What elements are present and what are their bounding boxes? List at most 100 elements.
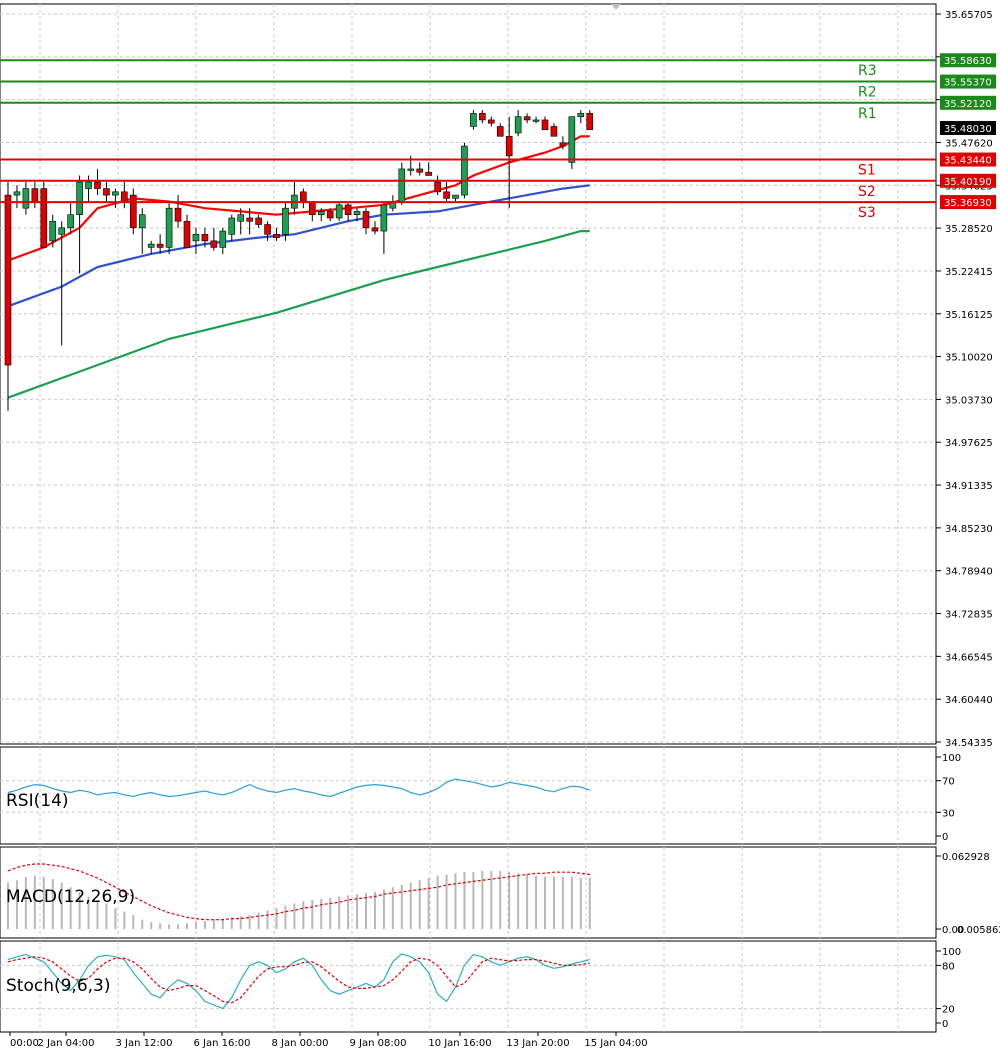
- candle: [58, 221, 66, 346]
- time-tick-label: 9 Jan 08:00: [350, 1038, 407, 1049]
- candle-body: [514, 116, 522, 134]
- rsi-panel[interactable]: 100 70 30 0 RSI(14): [0, 746, 961, 845]
- candle: [174, 195, 182, 228]
- macd-panel[interactable]: 0.062928 0.000.005862 MACD(12,26,9): [0, 846, 1000, 939]
- candle: [559, 136, 567, 150]
- time-tick-label: 8 Jan 00:00: [272, 1038, 329, 1049]
- candle: [317, 208, 325, 222]
- price-tick-label: 34.78940: [945, 567, 993, 578]
- candle: [273, 227, 280, 241]
- price-tick-label: 35.65705: [945, 10, 993, 21]
- time-tick-label: 6 Jan 16:00: [194, 1038, 251, 1049]
- level-name-s3: S3: [858, 205, 876, 221]
- main-grid: [0, 4, 936, 744]
- candle-body: [246, 217, 253, 222]
- candle-body: [317, 211, 325, 216]
- level-tag-box: [940, 53, 996, 68]
- candle: [416, 162, 424, 176]
- candle-body: [496, 126, 504, 137]
- candle: [67, 201, 74, 235]
- candle-body: [452, 194, 459, 199]
- stoch-d-line: [7, 956, 590, 1004]
- pivot-level-tags: 35.58630 35.55370 35.52120 35.43440 35.40190…: [940, 53, 996, 210]
- candle: [255, 214, 262, 228]
- candle-body: [371, 227, 379, 232]
- candle-body: [559, 142, 567, 147]
- time-axis: 00:002 Jan 04:00 3 Jan 12:00 6 Jan 16:00 8 …: [9, 1032, 648, 1049]
- candle: [434, 175, 441, 196]
- time-tick-label: 13 Jan 20:00: [506, 1038, 569, 1049]
- candle-body: [380, 204, 388, 232]
- candle-body: [67, 214, 74, 229]
- candle-body: [505, 135, 513, 157]
- candle: [4, 182, 12, 411]
- candle-body: [326, 211, 334, 219]
- macd-signal-series: [7, 863, 590, 921]
- candle-body: [40, 188, 48, 248]
- macd-axis: 0.062928 0.000.005862: [936, 852, 1000, 936]
- candle-body: [470, 113, 477, 127]
- axis-tick-label: 30: [942, 808, 955, 819]
- candle: [398, 162, 406, 205]
- level-name-r3: R3: [858, 63, 877, 79]
- candle-body: [112, 191, 119, 196]
- time-tick-label: 2 Jan 04:00: [38, 1038, 95, 1049]
- candle-body: [156, 243, 164, 248]
- moving-average-line: [7, 230, 590, 399]
- candle-body: [308, 201, 316, 216]
- candle: [40, 182, 48, 248]
- candle: [76, 175, 83, 274]
- macd-histogram: [7, 870, 591, 929]
- candle-body: [541, 119, 549, 131]
- candle: [380, 201, 388, 254]
- candle-body: [255, 217, 262, 225]
- axis-tick-label: 100: [942, 947, 961, 958]
- candle: [94, 168, 101, 196]
- candle: [219, 227, 227, 254]
- stoch-lines: [7, 953, 590, 1010]
- shift-marker-icon[interactable]: [611, 4, 621, 10]
- level-tag-label: 35.52120: [944, 99, 992, 110]
- candle-body: [13, 191, 21, 196]
- stoch-axis: 100 80 20 0: [936, 947, 961, 1030]
- level-tag-box: [940, 152, 996, 167]
- level-tag-label: 35.58630: [944, 56, 992, 67]
- time-tick-label: 10 Jan 16:00: [428, 1038, 491, 1049]
- candle-body: [416, 168, 424, 173]
- candle-body: [228, 217, 236, 235]
- axis-tick-label: 70: [942, 777, 955, 788]
- candle: [443, 182, 450, 202]
- candle: [112, 188, 119, 209]
- candle-body: [31, 188, 39, 202]
- stoch-grid: [0, 941, 936, 1032]
- candle-body: [85, 181, 92, 189]
- candle: [514, 110, 522, 137]
- candle-body: [58, 227, 66, 235]
- candle-body: [335, 204, 343, 219]
- level-tag-label: 35.55370: [944, 78, 992, 89]
- candle: [568, 116, 576, 169]
- price-tick-label: 34.60440: [945, 695, 993, 706]
- candle: [201, 227, 209, 248]
- candle: [353, 208, 361, 222]
- candle-body: [138, 214, 146, 229]
- candle: [505, 116, 513, 209]
- candle-body: [353, 211, 361, 216]
- rsi-series-line: [7, 778, 591, 798]
- level-tag-box: [940, 195, 996, 210]
- axis-tick-label: 0: [942, 1019, 948, 1030]
- level-tag-label: 35.43440: [944, 156, 992, 167]
- candle: [103, 182, 110, 202]
- stoch-title: Stoch(9,6,3): [6, 976, 111, 996]
- stochastic-panel[interactable]: 100 80 20 0 Stoch(9,6,3): [0, 940, 961, 1033]
- candle: [362, 208, 370, 235]
- candle-body: [398, 168, 406, 202]
- price-tick-label: 34.97625: [945, 438, 993, 449]
- price-tick-label: 35.03730: [945, 395, 993, 406]
- candle: [183, 214, 191, 248]
- candle-body: [201, 234, 209, 242]
- current-price-tag: 35.48030: [940, 121, 996, 135]
- current-price-box: [940, 121, 996, 135]
